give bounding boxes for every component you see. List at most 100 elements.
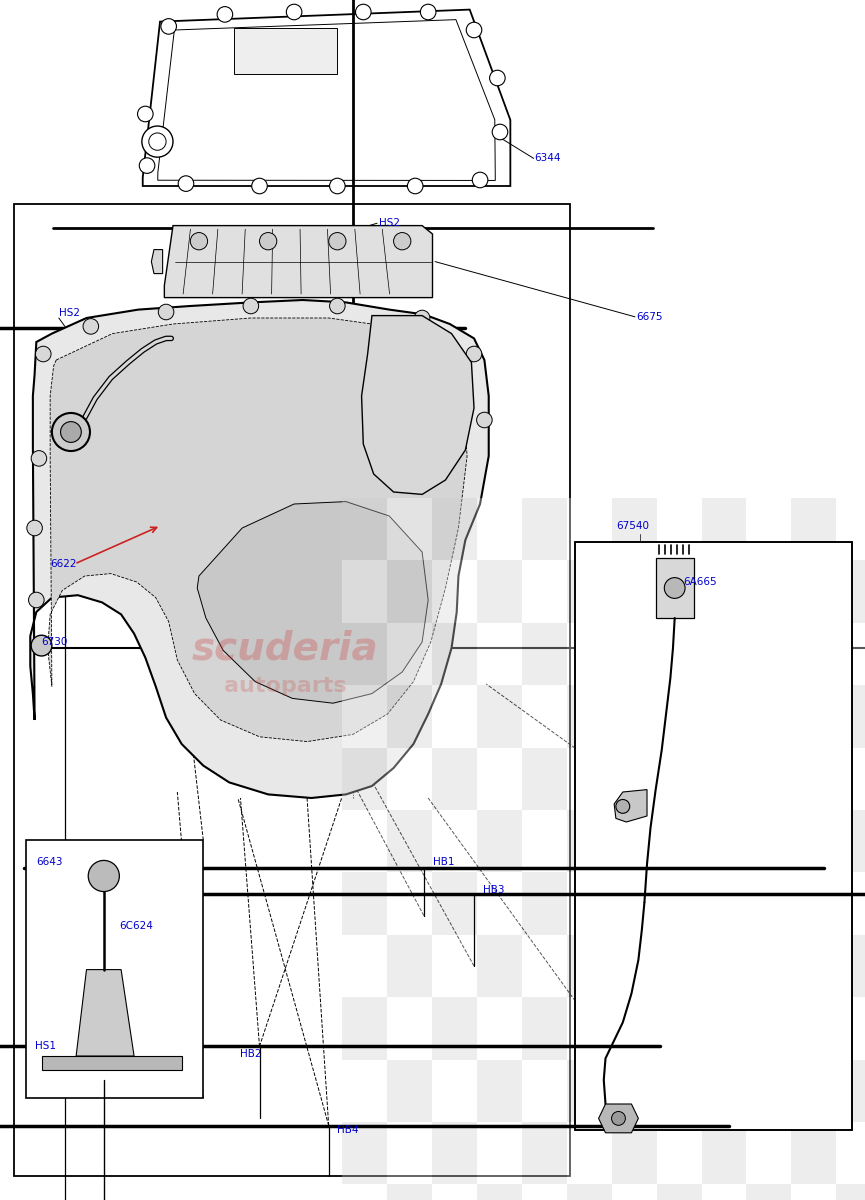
Ellipse shape — [29, 593, 44, 607]
Bar — [477, 498, 522, 560]
Bar — [432, 1184, 477, 1200]
Bar — [702, 623, 746, 685]
Bar — [477, 685, 522, 748]
Bar — [342, 1184, 387, 1200]
Bar — [575, 542, 852, 1130]
Bar — [836, 1122, 865, 1184]
Bar — [791, 498, 836, 560]
Text: HB1: HB1 — [432, 857, 454, 866]
Bar — [657, 935, 702, 997]
Text: HB4: HB4 — [337, 1126, 359, 1135]
Bar — [522, 748, 567, 810]
Bar — [791, 748, 836, 810]
Bar — [567, 498, 612, 560]
Bar — [746, 810, 791, 872]
Bar — [612, 748, 657, 810]
Bar — [702, 1060, 746, 1122]
Ellipse shape — [252, 179, 267, 193]
Bar — [387, 810, 432, 872]
Bar — [342, 935, 387, 997]
Bar — [432, 1122, 477, 1184]
Text: HS2: HS2 — [59, 308, 80, 318]
Bar — [477, 748, 522, 810]
Bar — [567, 685, 612, 748]
Bar — [612, 810, 657, 872]
Bar — [522, 623, 567, 685]
Polygon shape — [614, 790, 647, 822]
Ellipse shape — [286, 5, 302, 19]
Bar — [791, 810, 836, 872]
Bar — [567, 748, 612, 810]
Ellipse shape — [466, 347, 482, 361]
Text: 6643: 6643 — [36, 857, 63, 866]
Text: HB2: HB2 — [240, 1049, 262, 1058]
Bar — [657, 748, 702, 810]
Ellipse shape — [472, 173, 488, 187]
Polygon shape — [30, 300, 489, 798]
Bar — [522, 1184, 567, 1200]
Bar — [342, 560, 387, 623]
Ellipse shape — [330, 299, 345, 313]
Bar — [432, 623, 477, 685]
Bar — [342, 748, 387, 810]
Bar — [432, 810, 477, 872]
Ellipse shape — [142, 126, 173, 157]
Bar — [657, 498, 702, 560]
Bar — [477, 623, 522, 685]
Bar — [702, 498, 746, 560]
Text: HS1: HS1 — [35, 1042, 55, 1051]
Bar — [702, 560, 746, 623]
Bar — [522, 560, 567, 623]
Bar — [791, 935, 836, 997]
Ellipse shape — [356, 5, 371, 19]
Text: 67540: 67540 — [616, 521, 649, 530]
Text: HB3: HB3 — [483, 886, 504, 895]
Bar — [477, 935, 522, 997]
Bar — [342, 997, 387, 1060]
Bar — [791, 997, 836, 1060]
Bar — [836, 623, 865, 685]
Ellipse shape — [88, 860, 119, 892]
Bar — [14, 204, 570, 1176]
Bar — [791, 1060, 836, 1122]
Bar — [567, 560, 612, 623]
Bar — [746, 560, 791, 623]
Bar — [702, 872, 746, 935]
Bar — [522, 1122, 567, 1184]
Ellipse shape — [243, 299, 259, 313]
Bar — [836, 685, 865, 748]
Bar — [612, 685, 657, 748]
Bar — [746, 935, 791, 997]
Bar — [746, 1060, 791, 1122]
Bar — [612, 623, 657, 685]
Polygon shape — [234, 28, 337, 74]
Polygon shape — [76, 970, 134, 1056]
Bar — [836, 810, 865, 872]
Bar — [522, 1060, 567, 1122]
Bar — [702, 748, 746, 810]
Polygon shape — [48, 318, 467, 742]
Bar — [432, 560, 477, 623]
Bar — [432, 872, 477, 935]
Ellipse shape — [664, 577, 685, 599]
Bar — [567, 872, 612, 935]
Bar — [702, 935, 746, 997]
Bar — [746, 1122, 791, 1184]
Ellipse shape — [329, 233, 346, 250]
Bar — [612, 1060, 657, 1122]
Bar — [836, 935, 865, 997]
Polygon shape — [164, 226, 432, 298]
Ellipse shape — [31, 451, 47, 466]
Bar — [746, 623, 791, 685]
Text: 6675: 6675 — [636, 312, 663, 322]
Bar — [657, 1122, 702, 1184]
Polygon shape — [656, 558, 694, 618]
Bar — [387, 1060, 432, 1122]
Polygon shape — [143, 10, 510, 186]
Bar — [477, 810, 522, 872]
Bar — [702, 685, 746, 748]
Bar — [387, 560, 432, 623]
Bar — [567, 623, 612, 685]
Bar — [567, 1184, 612, 1200]
Bar — [836, 1060, 865, 1122]
